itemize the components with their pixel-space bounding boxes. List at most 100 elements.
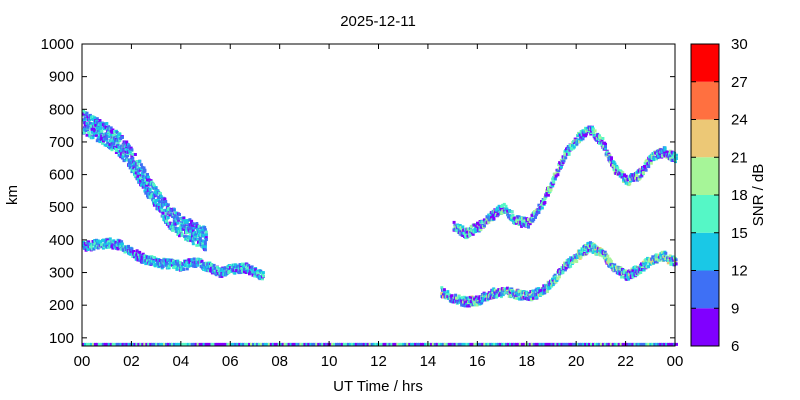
echo-cell [583,248,586,252]
echo-cell [179,229,183,233]
echo-cell [97,126,101,130]
echo-cell [107,130,111,134]
echo-cell [492,216,496,220]
echo-cell [83,116,87,120]
echo-cell [466,304,470,308]
echo-cell [165,208,169,212]
echo-cell [659,254,663,258]
echo-cell [633,271,637,275]
echo-cell [321,342,325,346]
echo-cell [99,126,103,130]
echo-cell [624,273,628,277]
echo-cell [116,142,120,146]
echo-cell [589,241,592,245]
echo-cell [178,213,181,216]
echo-cell [495,342,499,346]
echo-cell [452,220,456,224]
echo-cell [626,272,630,276]
echo-cell [533,216,537,219]
echo-cell [111,128,115,132]
echo-cell [82,240,85,244]
echo-cell [214,342,218,346]
echo-cell [136,177,140,181]
echo-cell [163,342,166,346]
echo-cell [204,236,208,240]
echo-cell [178,225,182,229]
echo-cell [505,207,509,211]
echo-cell [115,131,119,134]
echo-cell [301,342,305,346]
echo-cell [476,221,479,225]
echo-cell [87,242,91,245]
echo-cell [96,137,100,141]
echo-cell [95,121,99,124]
echo-cell [169,342,172,346]
echo-cell [433,342,437,346]
echo-cell [119,242,123,246]
echo-cell [285,342,289,346]
echo-cell [157,261,161,265]
y-tick-label: 800 [49,101,74,118]
echo-cell [247,264,251,268]
echo-cell [651,342,655,346]
echo-cell [482,218,486,222]
echo-cell [230,266,234,270]
echo-cell [133,172,136,176]
echo-cell [230,342,234,346]
echo-cell [634,265,637,269]
echo-cell [522,342,526,346]
echo-cell [506,288,509,292]
y-tick-label: 200 [49,297,74,314]
echo-cell [135,249,139,253]
echo-cell [584,132,588,136]
echo-cell [101,139,105,143]
echo-cell [533,292,537,296]
echo-cell [101,342,105,346]
echo-cell [239,270,243,274]
echo-cell [594,247,598,251]
echo-cell [571,144,575,147]
echo-cell [613,162,617,166]
echo-cell [463,342,467,346]
echo-cell [656,156,660,160]
echo-cell [232,342,236,346]
echo-cell [507,342,510,346]
echo-cell [593,249,597,253]
echo-cell [530,215,534,219]
echo-cell [506,209,510,213]
echo-cell [477,221,481,225]
echo-cell [471,342,475,346]
echo-cell [446,292,450,296]
echo-cell [576,342,580,346]
echo-cell [143,183,147,187]
echo-cell [495,208,498,212]
echo-cell [537,203,541,207]
echo-cell [225,271,229,275]
echo-cell [659,342,663,346]
echo-cell [119,155,123,159]
echo-cell [599,141,603,145]
echo-cell [461,300,465,304]
colorbar-swatch [691,119,719,158]
echo-cell [108,146,112,150]
echo-cell [566,146,570,150]
echo-cell [616,271,620,275]
echo-cell [108,142,112,146]
echo-cell [503,342,506,346]
echo-cell [554,275,558,279]
echo-cell [654,253,658,257]
echo-cell [431,342,435,346]
echo-cell [550,342,554,346]
echo-cell [143,342,147,346]
echo-cell [556,171,560,175]
echo-cell [261,342,265,346]
echo-cell [253,270,257,274]
echo-cell [204,233,208,237]
echo-cell [505,342,508,346]
echo-cell [578,140,581,144]
echo-cell [171,342,174,346]
echo-cell [612,160,616,164]
echo-cell [148,188,152,192]
echo-cell [597,249,601,253]
echo-cell [82,109,85,113]
